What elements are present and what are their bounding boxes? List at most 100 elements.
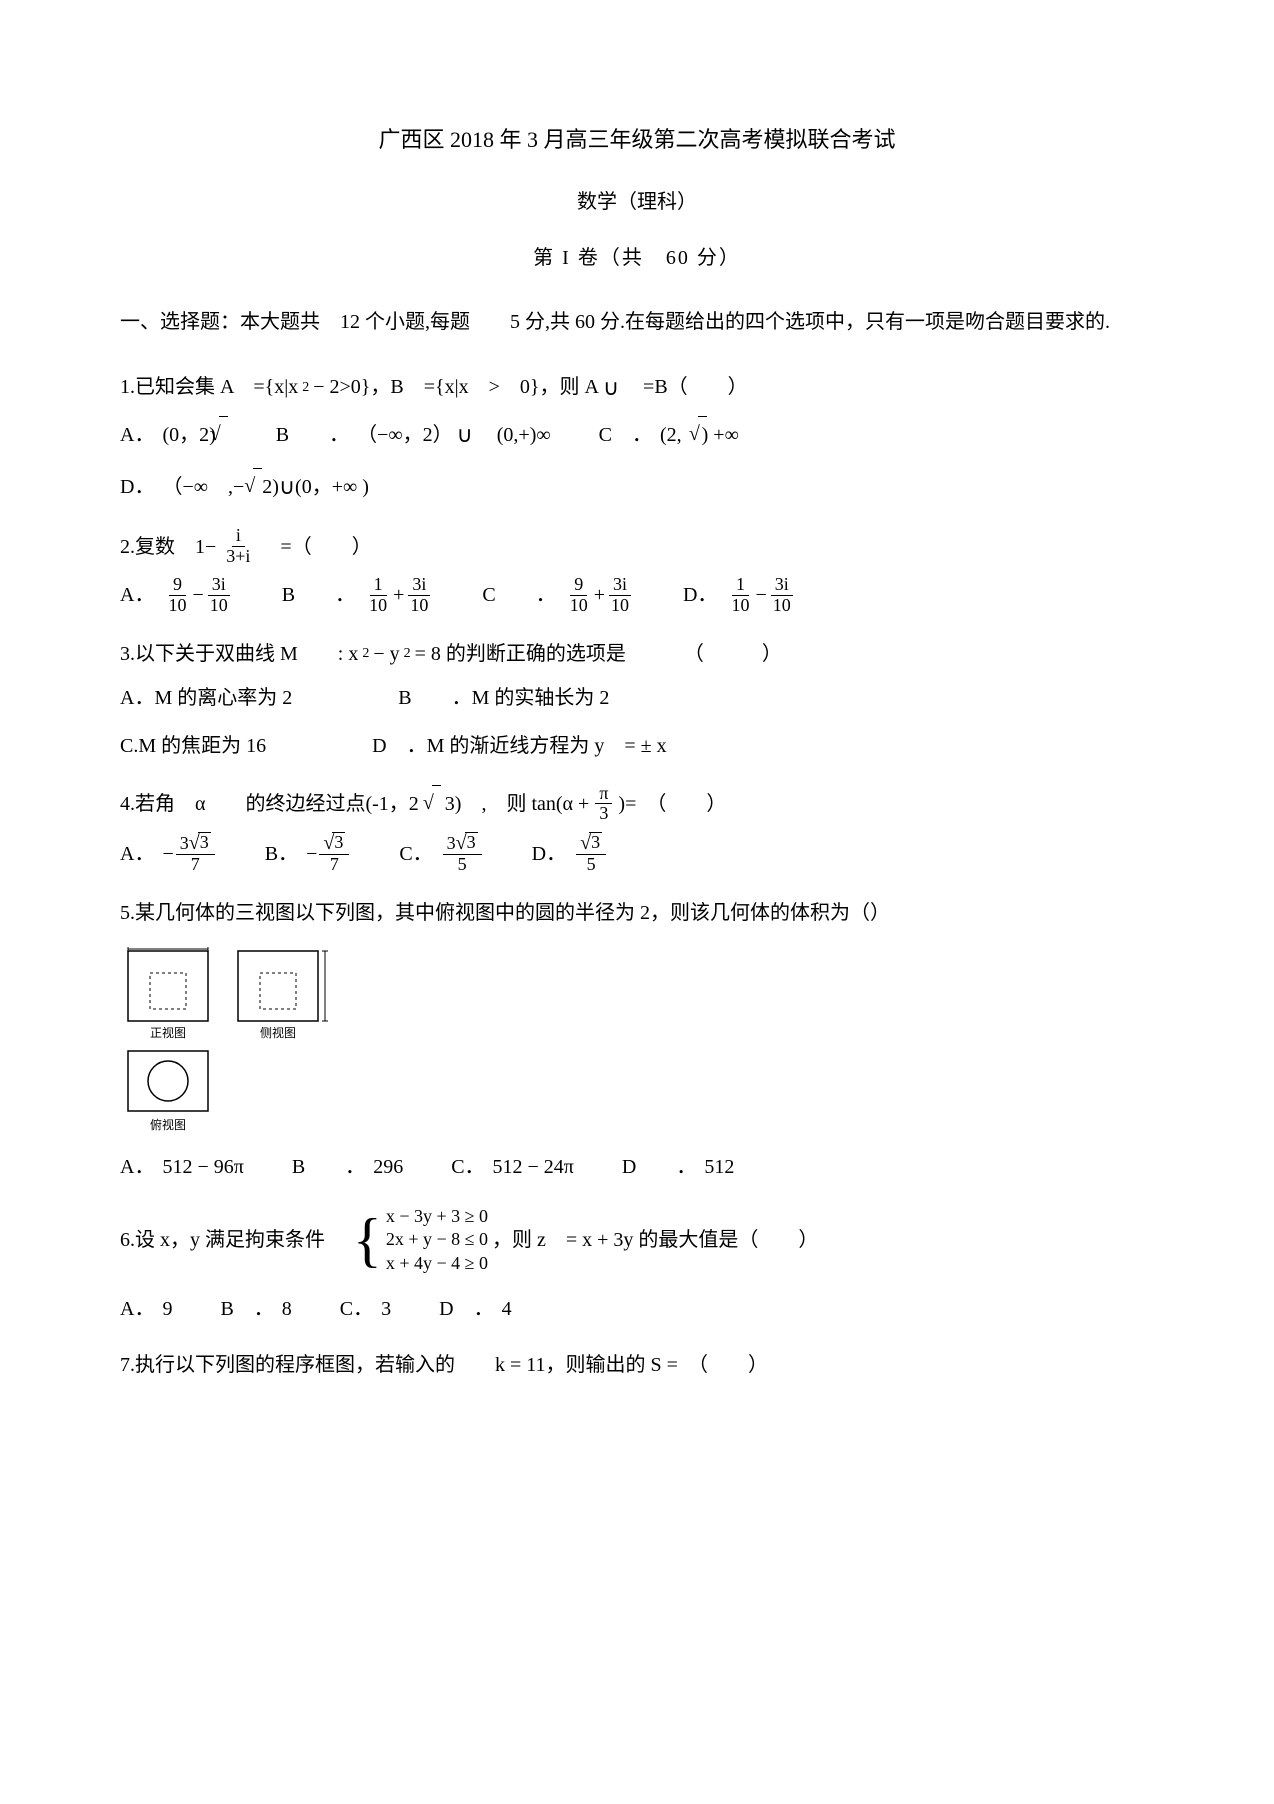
frac-den: 7 [326, 855, 343, 875]
q5-optC: C．512 − 24π [451, 1149, 574, 1185]
opt-label: B ． [282, 577, 355, 613]
constraint-row: x − 3y + 3 ≥ 0 [386, 1205, 488, 1228]
union-icon: ∪ [279, 467, 295, 507]
q4-mid: 3) , 则 tan(α + [445, 786, 590, 822]
q6-options: A．9 B ．8 C．3 D ．4 [120, 1291, 1154, 1327]
frac-den: 10 [365, 596, 391, 616]
plus: + [594, 577, 605, 613]
opt-label: C ． [599, 417, 652, 453]
opt-label: C． [399, 836, 432, 872]
sqrt-icon: √3 [456, 832, 478, 854]
sqrt-body: 3 [332, 832, 345, 853]
frac: 3i10 [607, 575, 633, 616]
q3-optB: B ．M 的实轴长为 2 [398, 680, 609, 716]
opt-label: B ． [220, 1291, 273, 1327]
question-3: 3.以下关于双曲线 M : x2 − y2 = 8 的判断正确的选项是 （ ） … [120, 636, 1154, 764]
q1-sup: 2 [302, 375, 309, 400]
plus: + [393, 577, 404, 613]
frac: 910 [164, 575, 190, 616]
frac-num: 3i [609, 575, 631, 596]
opt-label: A． [120, 577, 154, 613]
frac-den: 5 [583, 855, 600, 875]
constraint-system: { x − 3y + 3 ≥ 0 2x + y − 8 ≤ 0 x + 4y −… [353, 1205, 488, 1275]
frac-num: 3i [208, 575, 230, 596]
sqrt-icon: √3 [323, 832, 345, 854]
frac-num: 3√3 [443, 832, 482, 855]
q2-optB: B ． 110 + 3i10 [282, 575, 435, 616]
q4-optD: D． √3 5 [532, 832, 608, 875]
q4-optA: A． − 3√3 7 [120, 832, 217, 875]
frac-num: 1 [370, 575, 387, 596]
opt-text2: 2) [262, 469, 279, 505]
question-4: 4.若角 α 的终边经过点(-1，2 √ 3) , 则 tan(α + π 3 … [120, 784, 1154, 875]
sup: 2 [362, 641, 369, 666]
num-coef: 3 [180, 833, 189, 853]
q1-text3: =B（ ） [623, 369, 748, 405]
q1-optC: C ． (2, ) +∞ √ [599, 416, 707, 453]
frac-den: 10 [206, 596, 232, 616]
q5-figure: 正视图 侧视图 俯视图 [120, 943, 1154, 1133]
q6-optD: D ．4 [439, 1291, 511, 1327]
q3-optA: A．M 的离心率为 2 [120, 680, 292, 716]
three-view-diagram: 正视图 侧视图 俯视图 [120, 943, 330, 1133]
q2-eq: =（ ） [260, 529, 371, 565]
q4-pre: 4.若角 α 的终边经过点(-1，2 [120, 786, 419, 822]
opt-label: C ． [482, 577, 555, 613]
question-2: 2.复数 1− i 3+i =（ ） A． 910 − 3i10 B ． 110… [120, 526, 1154, 615]
frac: √3 7 [319, 832, 349, 875]
frac: 3i10 [406, 575, 432, 616]
q4-stem: 4.若角 α 的终边经过点(-1，2 √ 3) , 则 tan(α + π 3 … [120, 784, 1154, 825]
opt-text: 512 [704, 1149, 734, 1185]
opt-label: B ． [276, 417, 349, 453]
opt-text: （−∞，2） [357, 417, 453, 453]
sign: − [306, 836, 317, 872]
sqrt-icon: √ [244, 468, 262, 505]
q2-optC: C ． 910 + 3i10 [482, 575, 635, 616]
q2-text: 2.复数 1− [120, 529, 216, 565]
q1-options-row1: A． (0，2) √ B ． （−∞，2） ∪ (0,+)∞ C ． (2, )… [120, 415, 1154, 455]
q4-optC: C． 3√3 5 [399, 832, 483, 875]
opt-text: 296 [373, 1149, 403, 1185]
sqrt-body: 3 [198, 832, 211, 853]
question-7: 7.执行以下列图的程序框图，若输入的 k = 11，则输出的 S = （ ） [120, 1347, 1154, 1383]
q3-optD: D ．M 的渐近线方程为 y = ± x [372, 728, 666, 764]
q3-optC: C.M 的焦距为 16 [120, 728, 266, 764]
opt-label: D． [532, 836, 566, 872]
q2-fraction: i 3+i [222, 526, 254, 567]
opt-label: A． [120, 1291, 154, 1327]
front-view-label: 正视图 [150, 1025, 186, 1040]
constraint-row: x + 4y − 4 ≥ 0 [386, 1252, 488, 1275]
q4-optB: B． − √3 7 [265, 832, 352, 875]
opt-label: B． [265, 836, 298, 872]
frac-den: 3+i [222, 547, 254, 567]
frac: 910 [566, 575, 592, 616]
q6-optB: B ．8 [220, 1291, 291, 1327]
opt-text: (0，2) [162, 417, 215, 453]
opt-text2: (0,+)∞ [477, 417, 551, 453]
q1-optB: B ． （−∞，2） ∪ (0,+)∞ [276, 415, 551, 455]
q1-optD: D． （−∞ ,− √ 2) ∪ (0，+∞ ) [120, 467, 369, 507]
opt-label: D． [683, 577, 717, 613]
union-icon: ∪ [603, 368, 619, 408]
sqrt-body: 3 [589, 832, 602, 853]
q2-optA: A． 910 − 3i10 [120, 575, 234, 616]
q2-optD: D． 110 − 3i10 [683, 575, 797, 616]
opt-text: 512 − 96π [162, 1149, 243, 1185]
frac-num: π [595, 784, 612, 805]
q4-post: )= （ ） [618, 786, 726, 822]
frac-num: 9 [169, 575, 186, 596]
q2-stem: 2.复数 1− i 3+i =（ ） [120, 526, 1154, 567]
top-view-label: 俯视图 [150, 1117, 186, 1132]
frac-den: 7 [187, 855, 204, 875]
frac-num: 3i [408, 575, 430, 596]
frac-num: √3 [576, 832, 606, 855]
opt-label: D ． [439, 1291, 493, 1327]
q1-stem: 1.已知会集 A ={x|x2 − 2>0}，B ={x|x > 0}，则 A … [120, 368, 1154, 408]
frac-num: i [232, 526, 245, 547]
q1-options-row2: D． （−∞ ,− √ 2) ∪ (0，+∞ ) [120, 467, 1154, 507]
opt-text: 512 − 24π [493, 1149, 574, 1185]
q1-text2: − 2>0}，B ={x|x > 0}，则 A [313, 369, 599, 405]
frac: √3 5 [576, 832, 606, 875]
frac-num: 3√3 [176, 832, 215, 855]
q7-stem: 7.执行以下列图的程序框图，若输入的 k = 11，则输出的 S = （ ） [120, 1347, 1154, 1383]
